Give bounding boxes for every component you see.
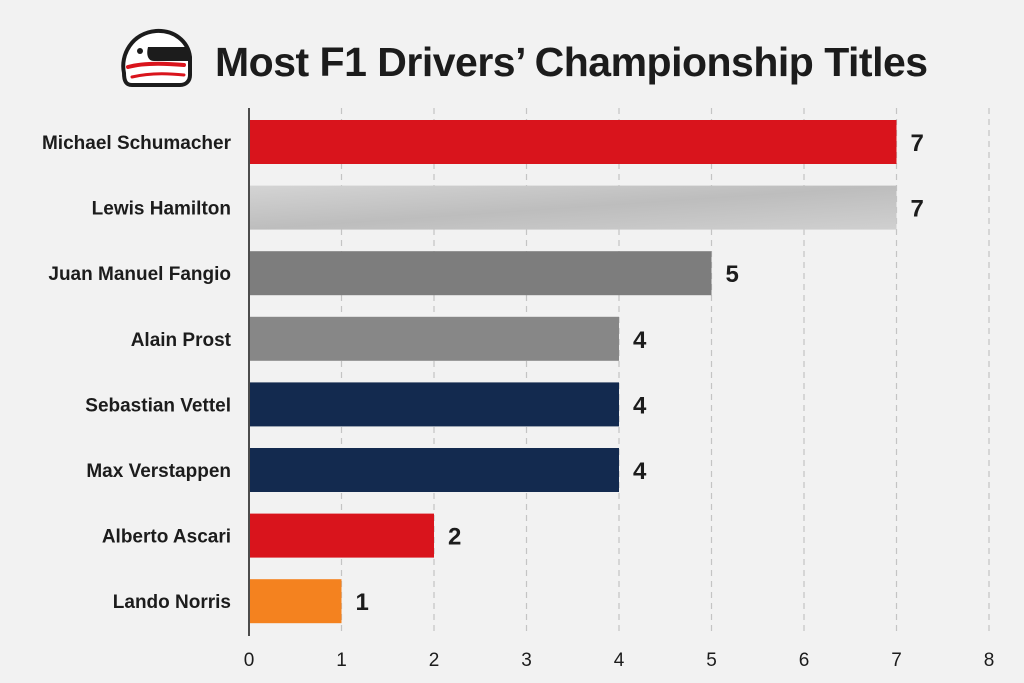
value-label: 7 [911, 130, 924, 157]
category-label: Alain Prost [131, 330, 232, 351]
bar [250, 251, 712, 296]
value-label: 4 [633, 458, 647, 485]
x-tick-label: 0 [244, 650, 255, 671]
bar [250, 513, 434, 558]
category-label: Juan Manuel Fangio [48, 264, 231, 285]
value-label: 1 [356, 589, 369, 616]
value-label: 4 [633, 392, 647, 419]
value-label: 5 [726, 261, 739, 288]
x-tick-label: 8 [984, 650, 995, 671]
category-label: Lewis Hamilton [92, 199, 231, 220]
x-tick-label: 1 [336, 650, 347, 671]
category-labels: Michael Schumacher Lewis Hamilton Juan Man… [42, 133, 232, 613]
x-tick-label: 4 [614, 650, 625, 671]
category-label: Alberto Ascari [102, 527, 231, 548]
x-tick-label: 2 [429, 650, 440, 671]
x-tick-label: 5 [706, 650, 717, 671]
x-tick-label: 7 [891, 650, 902, 671]
category-label: Sebastian Vettel [85, 395, 231, 416]
category-label: Michael Schumacher [42, 133, 232, 154]
bar [250, 316, 619, 361]
racing-helmet-icon [121, 28, 192, 87]
value-labels: 7 7 5 4 4 4 2 1 [356, 130, 924, 616]
value-label: 4 [633, 327, 647, 354]
bars [250, 120, 897, 624]
x-tick-label: 6 [799, 650, 810, 671]
category-label: Max Verstappen [86, 461, 231, 482]
category-label: Lando Norris [113, 592, 231, 613]
bar [250, 579, 342, 624]
x-tick-label: 3 [521, 650, 532, 671]
value-label: 2 [448, 524, 461, 551]
bar [250, 382, 619, 427]
x-axis-ticks: 0 1 2 3 4 5 6 7 8 [244, 650, 995, 671]
bar [250, 448, 619, 492]
chart-title: Most F1 Drivers’ Championship Titles [215, 39, 928, 85]
bar [250, 185, 897, 230]
value-label: 7 [911, 196, 924, 223]
bar [250, 120, 897, 164]
